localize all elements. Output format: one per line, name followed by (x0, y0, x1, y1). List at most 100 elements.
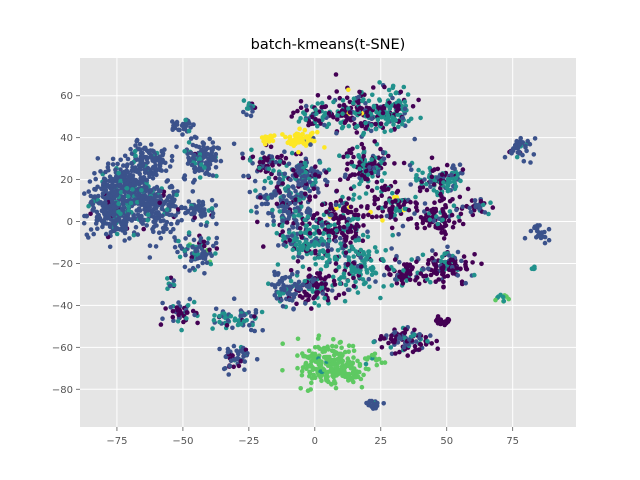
scatter-point (433, 279, 439, 285)
scatter-point (299, 182, 305, 187)
scatter-point (539, 232, 544, 238)
scatter-point (423, 273, 429, 279)
scatter-point (346, 87, 351, 93)
scatter-point (162, 147, 167, 152)
scatter-point (122, 238, 127, 243)
scatter-point (181, 319, 186, 325)
scatter-point (118, 157, 123, 163)
scatter-point (143, 145, 148, 151)
scatter-point (276, 243, 281, 248)
scatter-point (304, 293, 309, 298)
scatter-point (137, 171, 142, 177)
scatter-point (294, 301, 299, 307)
scatter-point (349, 159, 355, 165)
scatter-point (443, 231, 448, 237)
scatter-point (333, 261, 339, 266)
scatter-point (261, 244, 266, 249)
scatter-point (171, 278, 177, 283)
scatter-point (440, 217, 445, 223)
scatter-point (114, 231, 120, 237)
scatter-point (311, 167, 317, 173)
scatter-point (532, 136, 538, 141)
scatter-point (331, 337, 336, 342)
scatter-point (441, 284, 446, 290)
scatter-point (187, 296, 193, 302)
scatter-point (122, 153, 128, 159)
scatter-point (286, 209, 292, 215)
scatter-point (169, 158, 175, 163)
scatter-point (192, 169, 198, 175)
scatter-point (453, 176, 459, 181)
scatter-point (120, 201, 126, 206)
scatter-point (165, 276, 170, 281)
scatter-point (302, 217, 308, 223)
scatter-point (442, 259, 448, 265)
scatter-point (189, 205, 194, 211)
scatter-point (351, 154, 356, 160)
scatter-point (391, 267, 396, 273)
scatter-point (342, 243, 348, 249)
scatter-point (127, 236, 132, 241)
scatter-point (175, 207, 181, 212)
scatter-point (343, 250, 349, 255)
scatter-point (542, 234, 548, 240)
scatter-point (332, 222, 338, 227)
scatter-point (306, 241, 311, 247)
scatter-point (506, 296, 512, 302)
scatter-point (306, 274, 312, 279)
scatter-point (222, 366, 228, 371)
scatter-point (307, 230, 313, 236)
scatter-point (403, 327, 408, 332)
x-tick-label: 50 (440, 436, 453, 447)
scatter-point (297, 135, 303, 140)
scatter-point (271, 168, 276, 173)
scatter-point (280, 233, 286, 239)
scatter-point (401, 160, 407, 166)
scatter-point (309, 251, 314, 256)
scatter-point (361, 223, 366, 228)
scatter-point (307, 208, 313, 214)
scatter-point (81, 220, 87, 226)
scatter-point (486, 211, 491, 217)
scatter-point (408, 182, 414, 187)
scatter-point (472, 272, 477, 278)
scatter-point (333, 344, 339, 349)
y-tick-label: −60 (52, 343, 73, 354)
scatter-point (314, 211, 320, 216)
scatter-point (132, 148, 138, 154)
scatter-point (228, 358, 234, 364)
scatter-point (245, 351, 250, 356)
scatter-point (252, 328, 257, 334)
scatter-point (445, 244, 450, 250)
scatter-point (335, 117, 340, 122)
scatter-point (323, 282, 328, 287)
scatter-point (337, 95, 343, 101)
scatter-point (291, 306, 296, 312)
y-tick-label: 40 (60, 133, 73, 144)
scatter-point (117, 182, 123, 188)
scatter-point (242, 367, 247, 373)
scatter-point (161, 189, 167, 195)
scatter-point (393, 217, 398, 222)
scatter-point (124, 198, 130, 204)
scatter-point (342, 349, 348, 355)
scatter-point (282, 149, 287, 154)
scatter-point (399, 277, 405, 283)
scatter-point (322, 145, 327, 150)
scatter-point (346, 349, 352, 355)
scatter-point (302, 160, 308, 166)
scatter-point (365, 172, 371, 178)
scatter-point (241, 173, 246, 179)
scatter-point (366, 249, 371, 254)
scatter-point (216, 146, 222, 151)
scatter-point (169, 153, 175, 159)
scatter-point (118, 178, 123, 184)
scatter-point (321, 249, 327, 255)
scatter-point (210, 173, 216, 178)
scatter-point (148, 142, 154, 147)
scatter-point (266, 166, 272, 172)
scatter-point (197, 156, 203, 161)
scatter-point (396, 124, 401, 130)
scatter-point (116, 201, 121, 206)
scatter-point (142, 207, 147, 212)
